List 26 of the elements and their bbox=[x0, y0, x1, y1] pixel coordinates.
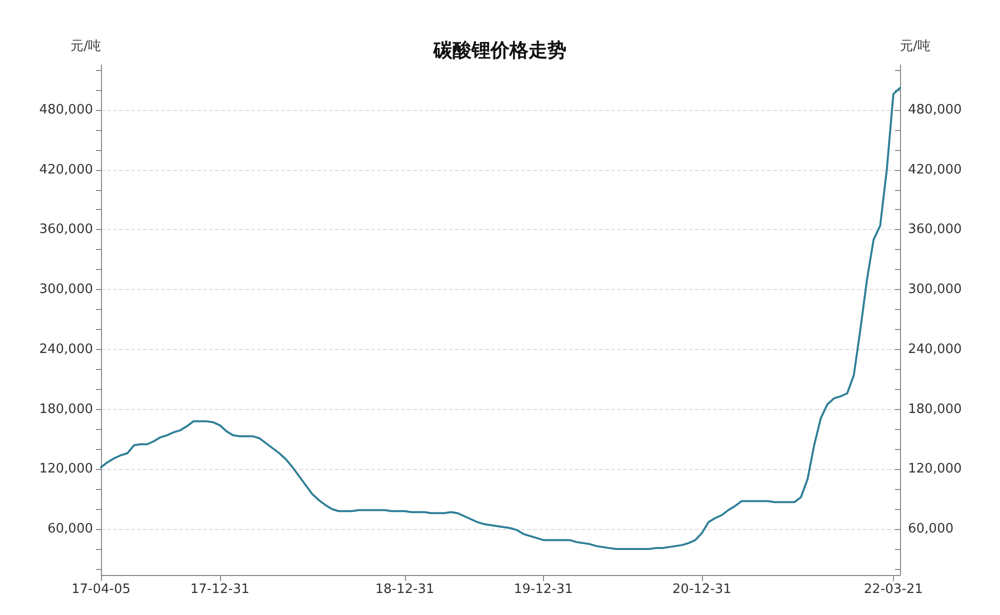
x-tick-label: 17-04-05 bbox=[71, 582, 131, 597]
x-tick-label: 17-12-31 bbox=[190, 582, 250, 597]
y2-tick-label: 360,000 bbox=[908, 222, 962, 238]
y2-tick-label: 300,000 bbox=[908, 282, 962, 298]
y-tick-label: 120,000 bbox=[39, 462, 93, 477]
y2-tick-label: 60,000 bbox=[908, 522, 954, 537]
x-tick-label: 18-12-31 bbox=[375, 582, 434, 597]
y-tick-label: 420,000 bbox=[39, 162, 93, 178]
y-axis-title: 元/吨 bbox=[70, 39, 101, 54]
y-tick-label: 480,000 bbox=[39, 102, 93, 118]
y-tick-label: 180,000 bbox=[39, 402, 93, 417]
y-tick-label: 300,000 bbox=[39, 282, 93, 298]
y2-tick-label: 180,000 bbox=[908, 402, 962, 417]
y2-tick-label: 240,000 bbox=[908, 342, 962, 357]
y-tick-label: 360,000 bbox=[39, 222, 93, 238]
chart-title: 碳酸锂价格走势 bbox=[432, 40, 566, 62]
x-tick-label: 20-12-31 bbox=[672, 582, 732, 597]
x-tick-label: 22-03-21 bbox=[864, 582, 923, 597]
x-tick-label: 19-12-31 bbox=[514, 582, 573, 597]
y-tick-label: 240,000 bbox=[39, 342, 93, 357]
y2-tick-label: 420,000 bbox=[908, 162, 962, 178]
y2-tick-label: 120,000 bbox=[908, 462, 962, 477]
text: 60,000 bbox=[48, 522, 93, 537]
line-series bbox=[100, 86, 901, 550]
y2-axis-title: 元/吨 bbox=[900, 39, 930, 54]
y2-tick-label: 480,000 bbox=[908, 102, 962, 118]
